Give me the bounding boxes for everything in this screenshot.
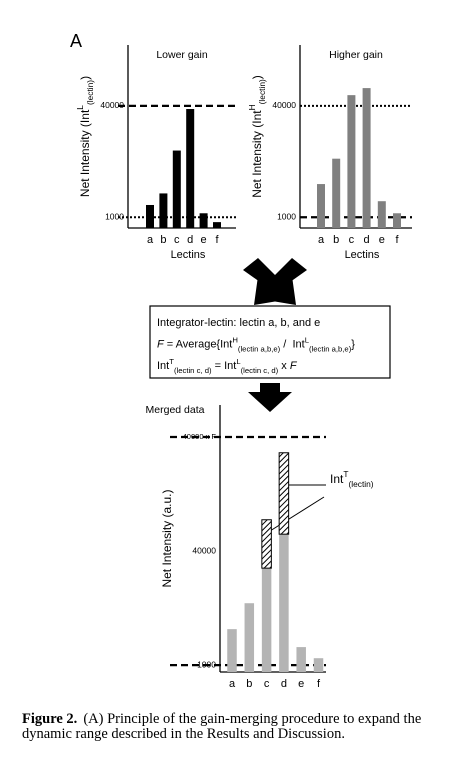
bar bbox=[279, 534, 289, 672]
x-tick-label: c bbox=[174, 234, 180, 246]
y-axis-label: Net Intensity (a.u.) bbox=[160, 489, 174, 587]
bar bbox=[199, 213, 208, 228]
y-tick-label: 40000 x F bbox=[183, 432, 217, 441]
text-part: L bbox=[305, 335, 310, 344]
bar bbox=[313, 658, 324, 672]
bar bbox=[146, 204, 154, 228]
x-tick-label: d bbox=[364, 234, 370, 246]
text-part: / Int bbox=[280, 338, 304, 350]
x-tick-label: d bbox=[281, 678, 287, 690]
text-part: ) bbox=[250, 75, 264, 79]
text-part: L bbox=[236, 357, 241, 366]
x-tick-label: f bbox=[215, 234, 219, 246]
caption: Figure 2. (A) Principle of the gain-mergi… bbox=[22, 712, 468, 742]
x-tick-label: e bbox=[201, 234, 207, 246]
arrow bbox=[248, 383, 292, 412]
text-part: (lectin) bbox=[257, 79, 267, 104]
x-tick-label: b bbox=[246, 678, 252, 690]
bar bbox=[278, 452, 290, 535]
bar bbox=[213, 222, 221, 228]
bar bbox=[347, 95, 356, 229]
pointer bbox=[269, 496, 325, 532]
text-part: L bbox=[75, 105, 85, 110]
text-part: (lectin a,b,e) bbox=[309, 344, 352, 353]
text-part: F bbox=[157, 338, 165, 350]
x-tick-label: f bbox=[317, 678, 321, 690]
caption-label: Figure 2. bbox=[22, 711, 78, 727]
text-part: (lectin c, d) bbox=[241, 366, 279, 375]
formula-line: IntT(lectin c, d) = IntL(lectin c, d) x … bbox=[157, 357, 298, 375]
x-tick-label: c bbox=[264, 678, 270, 690]
bar bbox=[244, 603, 255, 672]
text-part: = Average{Int bbox=[164, 338, 233, 350]
chart-title: Higher gain bbox=[329, 49, 383, 61]
x-tick-label: b bbox=[333, 234, 339, 246]
bar bbox=[393, 213, 401, 228]
chart-title: Merged data bbox=[146, 404, 205, 416]
bar bbox=[261, 519, 272, 569]
text-part: H bbox=[247, 104, 257, 110]
text-part: Net Intensity (a.u.) bbox=[160, 489, 174, 587]
y-tick-label: 1000 bbox=[105, 211, 124, 221]
chart-title: Lower gain bbox=[156, 49, 208, 61]
arrow bbox=[254, 258, 307, 305]
text-part: H bbox=[232, 335, 238, 344]
caption-text: (A) Principle of the gain-merging proced… bbox=[22, 711, 422, 742]
y-tick-label: 40000 bbox=[272, 100, 296, 110]
bar bbox=[172, 150, 181, 228]
text-part: (lectin) bbox=[85, 80, 95, 105]
text-part: } bbox=[351, 338, 355, 350]
y-tick-label: 1000 bbox=[277, 211, 296, 221]
formula-line: F = Average{IntH(lectin a,b,e) / IntL(le… bbox=[157, 335, 355, 353]
text-part: (lectin) bbox=[348, 479, 373, 489]
bar bbox=[186, 109, 195, 228]
y-axis-label: Net Intensity (IntH(lectin)) bbox=[247, 75, 267, 198]
annotation: IntT(lectin) bbox=[330, 469, 374, 489]
bar bbox=[261, 568, 272, 672]
x-axis-label: Lectins bbox=[345, 249, 380, 261]
x-tick-label: d bbox=[187, 234, 193, 246]
y-tick-label: 40000 bbox=[100, 100, 124, 110]
text-part: F bbox=[290, 360, 298, 372]
text-part: T bbox=[169, 357, 174, 366]
bar bbox=[227, 629, 237, 672]
x-axis-label: Lectins bbox=[171, 249, 206, 261]
text-part: Int bbox=[330, 472, 344, 486]
formula-box bbox=[149, 305, 391, 379]
x-tick-label: c bbox=[349, 234, 355, 246]
x-tick-label: f bbox=[395, 234, 399, 246]
text-part: Int bbox=[157, 360, 169, 372]
bar bbox=[362, 88, 371, 228]
panel-label: A bbox=[70, 31, 82, 51]
x-tick-label: a bbox=[318, 234, 325, 246]
bar bbox=[296, 647, 306, 672]
text-part: (lectin a,b,e) bbox=[238, 344, 281, 353]
x-tick-label: e bbox=[298, 678, 304, 690]
bar bbox=[332, 158, 341, 228]
text-part: (lectin c, d) bbox=[174, 366, 212, 375]
text-part: x bbox=[278, 360, 290, 372]
bar bbox=[317, 184, 325, 228]
bar bbox=[377, 201, 386, 228]
text-part: Integrator-lectin: lectin a, b, and e bbox=[157, 317, 320, 329]
text-part: Net Intensity (Int bbox=[78, 109, 92, 197]
x-tick-label: b bbox=[160, 234, 166, 246]
x-tick-label: a bbox=[229, 678, 236, 690]
text-part: Net Intensity (Int bbox=[250, 110, 264, 198]
text-part: ) bbox=[78, 76, 92, 80]
x-tick-label: a bbox=[147, 234, 154, 246]
x-tick-label: e bbox=[379, 234, 385, 246]
formula-line: Integrator-lectin: lectin a, b, and e bbox=[157, 317, 320, 329]
y-axis-label: Net Intensity (IntL(lectin)) bbox=[75, 76, 95, 197]
text-part: T bbox=[343, 469, 348, 479]
text-part: = Int bbox=[212, 360, 237, 372]
bar bbox=[159, 193, 168, 228]
y-tick-label: 40000 bbox=[192, 545, 216, 555]
